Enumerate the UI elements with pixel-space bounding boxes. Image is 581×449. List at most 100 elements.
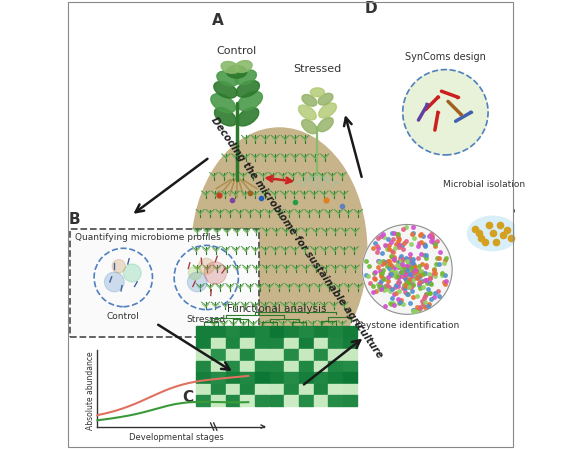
Bar (314, 338, 328, 348)
Ellipse shape (299, 105, 316, 120)
Bar (270, 384, 284, 395)
Text: Stressed: Stressed (293, 64, 342, 74)
Bar (196, 395, 210, 406)
Bar (328, 384, 343, 395)
Bar (225, 372, 240, 383)
Bar (270, 361, 284, 372)
Bar (343, 395, 357, 406)
Text: A: A (212, 13, 224, 28)
Ellipse shape (221, 62, 239, 73)
Bar (225, 395, 240, 406)
Bar (299, 326, 313, 337)
Bar (343, 372, 357, 383)
Bar (225, 338, 240, 348)
Ellipse shape (214, 81, 237, 98)
Bar (255, 384, 269, 395)
Bar (241, 361, 254, 372)
Ellipse shape (214, 107, 236, 126)
Circle shape (188, 272, 207, 292)
Bar (196, 372, 210, 383)
Text: C: C (183, 390, 194, 405)
Bar (241, 326, 254, 337)
Circle shape (204, 262, 227, 284)
Bar (196, 326, 210, 337)
Bar (255, 326, 269, 337)
Ellipse shape (310, 88, 325, 97)
Bar (241, 349, 254, 360)
Text: Developmental stages: Developmental stages (128, 433, 223, 442)
Text: B: B (68, 212, 80, 228)
Ellipse shape (318, 93, 333, 105)
Ellipse shape (217, 71, 238, 86)
Bar (196, 384, 210, 395)
Text: Stressed: Stressed (187, 315, 226, 324)
Bar (328, 349, 343, 360)
Bar (299, 349, 313, 360)
Ellipse shape (302, 95, 317, 106)
Bar (211, 361, 225, 372)
Bar (196, 338, 210, 348)
Bar (211, 326, 225, 337)
Bar (270, 395, 284, 406)
Bar (299, 384, 313, 395)
Bar (314, 361, 328, 372)
Bar (284, 372, 299, 383)
Bar (211, 372, 225, 383)
Bar (255, 349, 269, 360)
Ellipse shape (236, 80, 260, 97)
Bar (314, 372, 328, 383)
Ellipse shape (235, 70, 256, 84)
Bar (225, 361, 240, 372)
Ellipse shape (468, 217, 517, 251)
Ellipse shape (235, 61, 252, 72)
Bar (255, 395, 269, 406)
Ellipse shape (192, 128, 367, 375)
Bar (211, 395, 225, 406)
Bar (343, 349, 357, 360)
Bar (299, 395, 313, 406)
Bar (343, 384, 357, 395)
Bar (211, 384, 225, 395)
Bar (211, 338, 225, 348)
Bar (299, 372, 313, 383)
Bar (284, 361, 299, 372)
Ellipse shape (227, 66, 247, 78)
Bar (343, 326, 357, 337)
Bar (328, 395, 343, 406)
Ellipse shape (403, 70, 488, 155)
Ellipse shape (237, 107, 259, 126)
Bar (525, 185, 536, 196)
Bar (299, 361, 313, 372)
Bar (241, 395, 254, 406)
Bar (270, 349, 284, 360)
Bar (284, 338, 299, 348)
Bar (314, 395, 328, 406)
Ellipse shape (318, 118, 333, 132)
Bar (241, 372, 254, 383)
Circle shape (188, 266, 202, 280)
Text: SynComs design: SynComs design (405, 52, 486, 62)
Bar (284, 349, 299, 360)
Circle shape (112, 260, 125, 273)
Bar (284, 384, 299, 395)
Bar (225, 349, 240, 360)
Ellipse shape (318, 103, 336, 118)
FancyBboxPatch shape (70, 229, 259, 337)
Bar (299, 338, 313, 348)
Text: Keystone identification: Keystone identification (355, 321, 460, 330)
Ellipse shape (238, 92, 263, 110)
Bar (284, 395, 299, 406)
Bar (343, 361, 357, 372)
Text: Decoding the microbiome for sustainable agriculture: Decoding the microbiome for sustainable … (210, 115, 385, 361)
Text: Control: Control (107, 312, 139, 321)
Text: Control: Control (217, 46, 257, 56)
Bar (255, 338, 269, 348)
Bar (225, 326, 240, 337)
Bar (270, 326, 284, 337)
Text: Quantifying microbiome profiles: Quantifying microbiome profiles (75, 233, 221, 242)
Bar (225, 384, 240, 395)
Bar (196, 349, 210, 360)
Bar (328, 361, 343, 372)
Bar (343, 338, 357, 348)
Bar (314, 326, 328, 337)
